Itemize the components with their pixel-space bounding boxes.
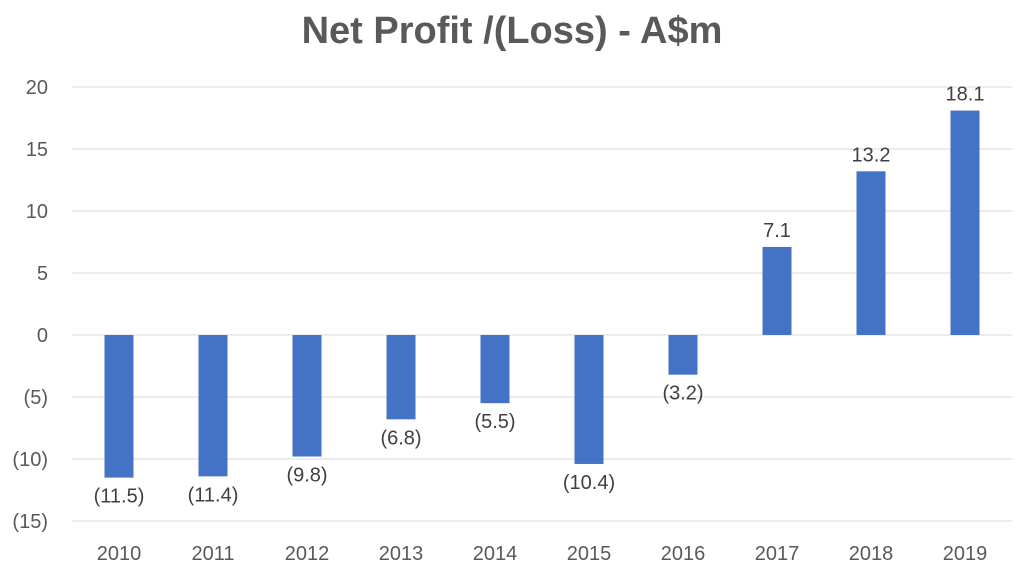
data-label: (5.5)	[474, 411, 515, 433]
y-tick-label: (15)	[12, 511, 48, 533]
chart-title: Net Profit /(Loss) - A$m	[301, 10, 723, 52]
data-label: (11.5)	[94, 486, 145, 508]
y-tick-label: 0	[37, 325, 48, 347]
bar	[574, 335, 604, 464]
x-tick-label: 2019	[943, 543, 988, 565]
data-label: (10.4)	[563, 472, 615, 494]
data-label: (9.8)	[286, 465, 327, 487]
y-tick-label: (5)	[24, 387, 48, 409]
x-tick-label: 2016	[661, 543, 706, 565]
x-tick-label: 2011	[191, 543, 234, 565]
x-tick-label: 2015	[567, 543, 612, 565]
x-tick-label: 2014	[473, 543, 518, 565]
bar	[480, 335, 510, 404]
y-tick-label: 10	[26, 201, 48, 223]
bar	[762, 246, 792, 335]
x-tick-label: 2010	[97, 543, 142, 565]
data-label: 7.1	[763, 220, 791, 242]
bar	[104, 335, 134, 478]
bar	[668, 335, 698, 375]
y-tick-label: 20	[26, 77, 48, 99]
bar	[856, 171, 886, 335]
y-tick-label: (10)	[12, 449, 48, 471]
x-tick-label: 2013	[379, 543, 424, 565]
data-label: (6.8)	[380, 427, 421, 449]
data-label: 13.2	[852, 144, 891, 166]
bar	[950, 110, 980, 335]
x-tick-label: 2017	[755, 543, 800, 565]
y-tick-label: 5	[37, 263, 48, 285]
data-label: (11.4)	[188, 484, 239, 506]
bar	[292, 335, 322, 457]
x-tick-label: 2012	[285, 543, 330, 565]
data-label: (3.2)	[662, 383, 703, 405]
data-label: 18.1	[946, 84, 985, 106]
x-tick-label: 2018	[849, 543, 894, 565]
y-tick-label: 15	[26, 139, 48, 161]
bar	[386, 335, 416, 420]
bar	[198, 335, 228, 477]
